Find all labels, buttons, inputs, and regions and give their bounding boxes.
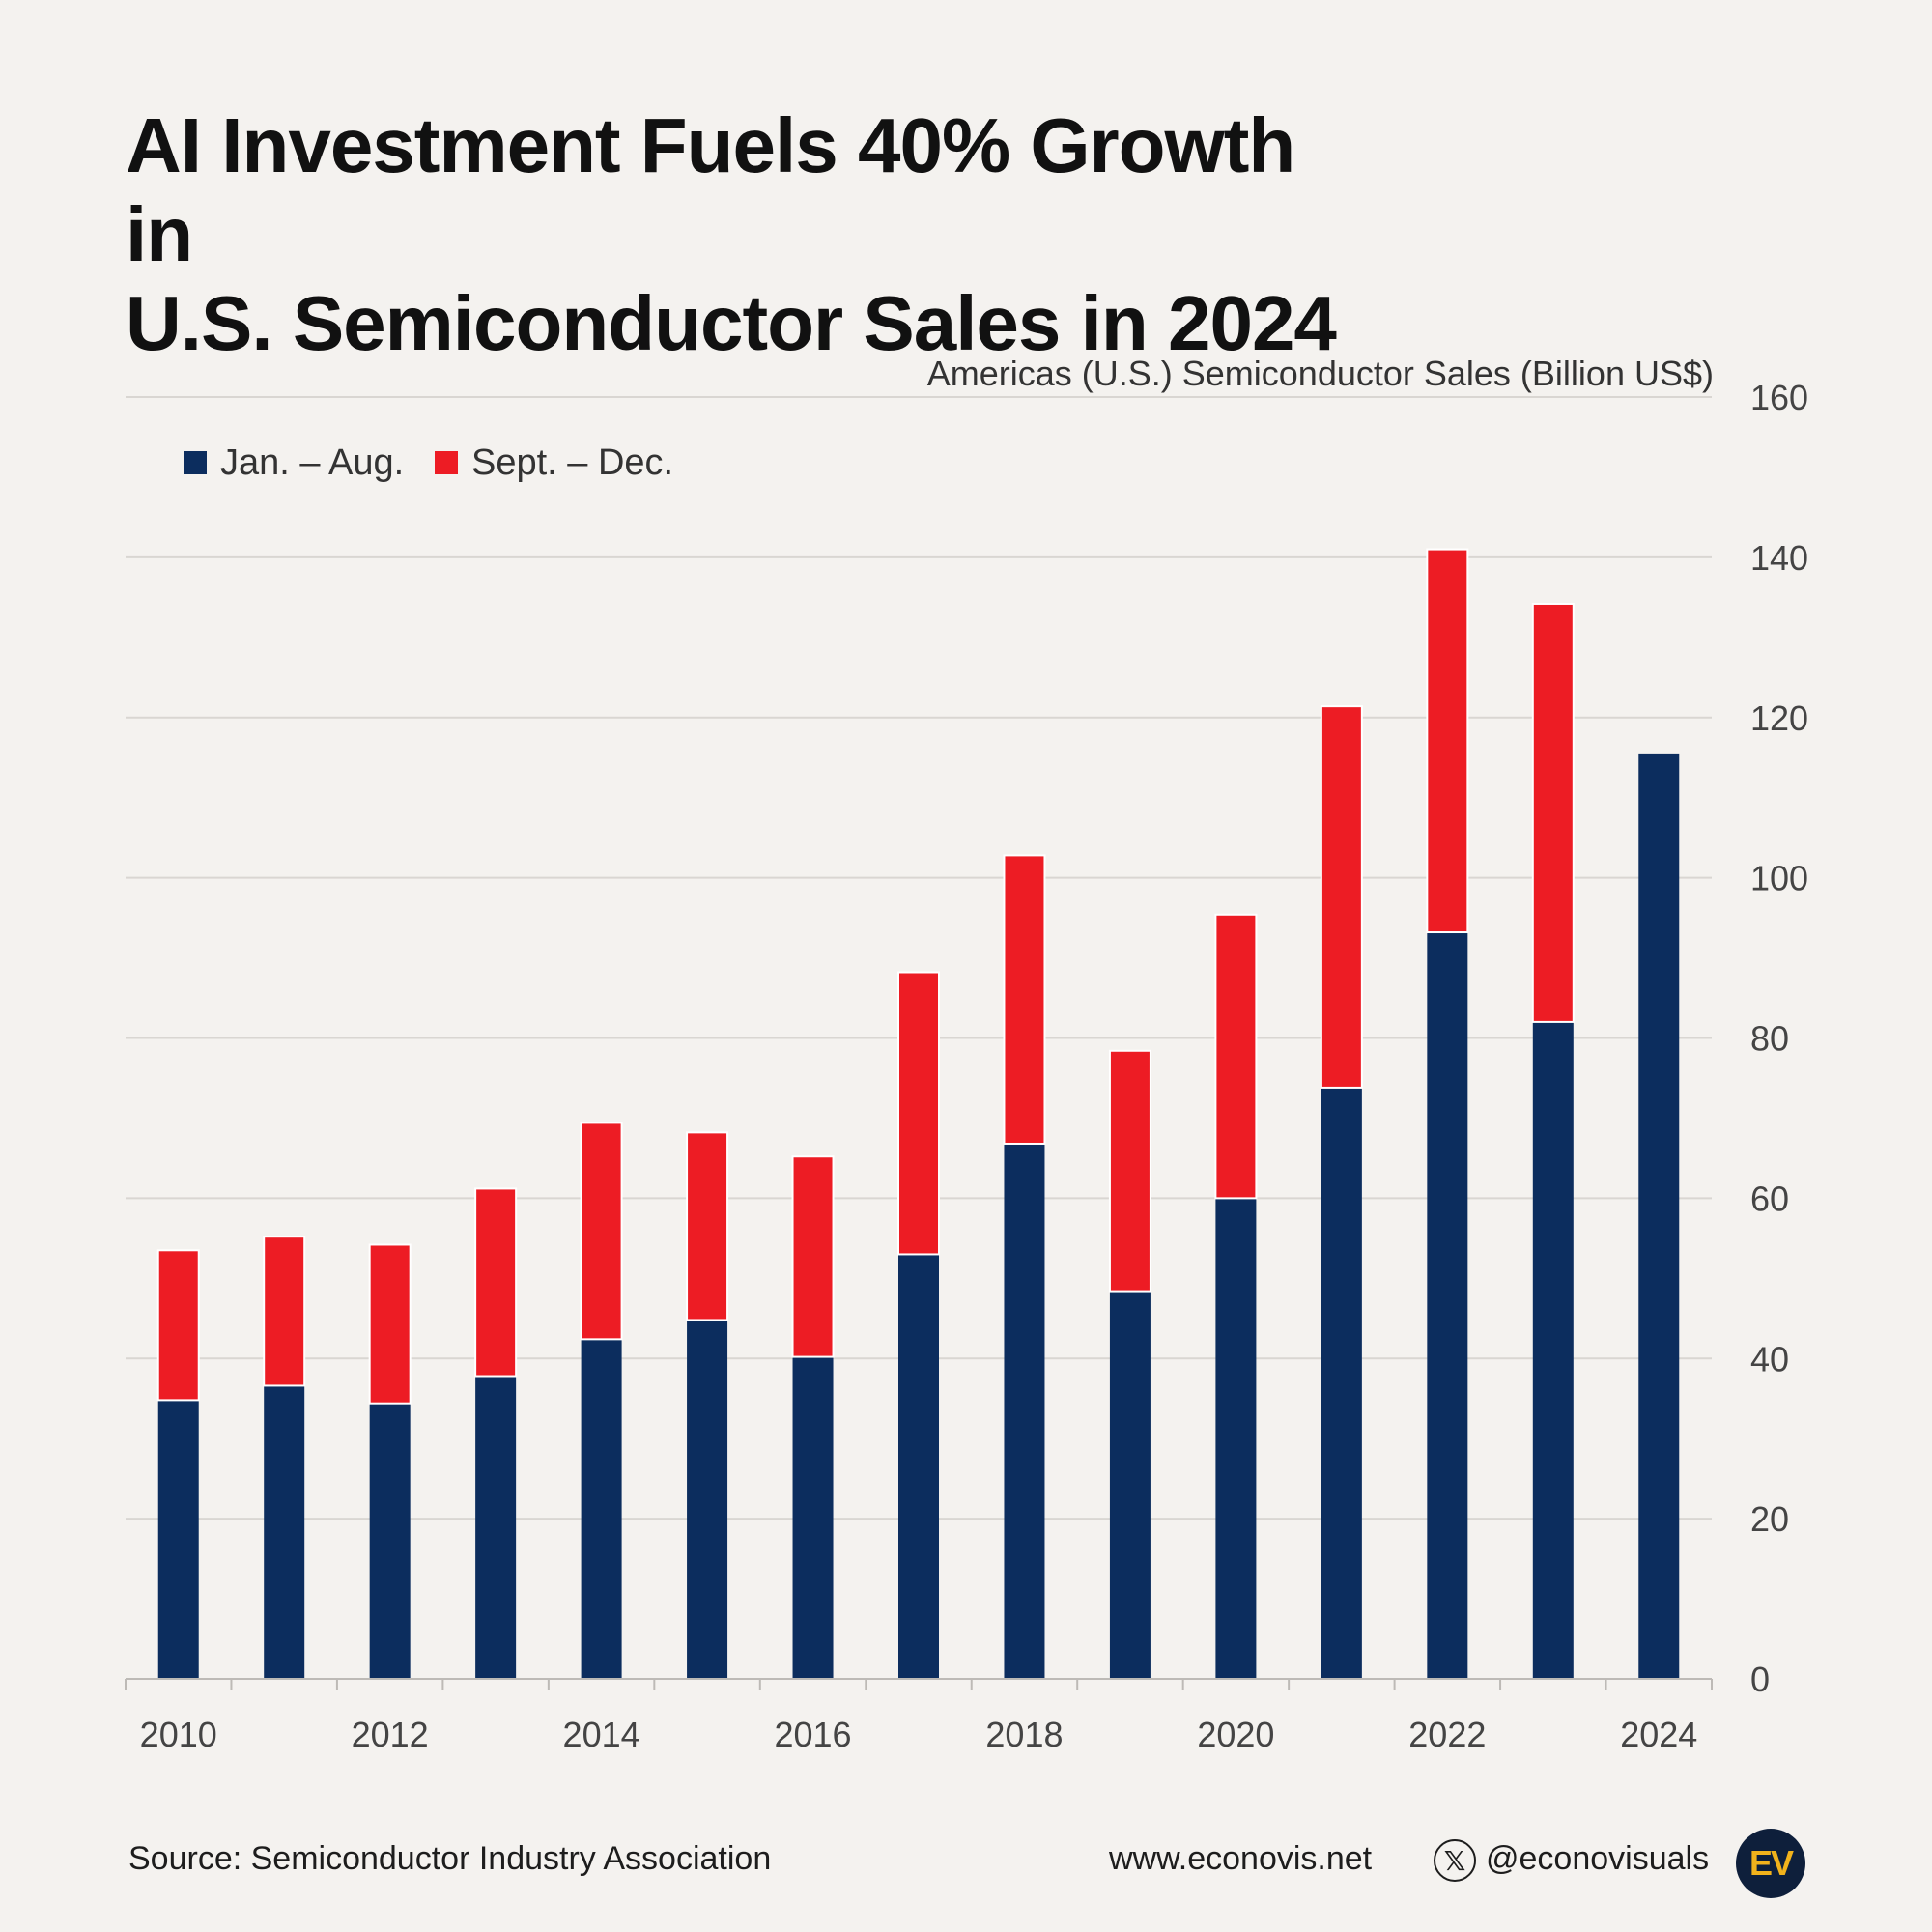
x-tick-label: 2012	[352, 1715, 429, 1754]
bar-jan-aug-2023	[1532, 1021, 1574, 1679]
bar-jan-aug-2022	[1427, 932, 1468, 1679]
website-link[interactable]: www.econovis.net	[1109, 1840, 1373, 1877]
bar-sept-dec-2012	[368, 1243, 412, 1405]
legend-label: Jan. – Aug.	[220, 442, 404, 483]
bar-sept-dec-2021	[1320, 705, 1363, 1089]
y-tick-label: 40	[1750, 1339, 1789, 1378]
social-handle[interactable]: @econovisuals	[1486, 1840, 1710, 1877]
title-line-2: U.S. Semiconductor Sales in 2024	[126, 280, 1337, 366]
x-social-icon[interactable]: 𝕏	[1434, 1839, 1476, 1882]
legend-swatch	[184, 451, 207, 474]
y-tick-label: 20	[1750, 1499, 1789, 1539]
bar-sept-dec-2019	[1108, 1049, 1151, 1293]
bar-jan-aug-2024	[1638, 753, 1680, 1679]
legend-label: Sept. – Dec.	[471, 442, 673, 483]
x-tick-label: 2018	[985, 1715, 1063, 1754]
legend: Jan. – Aug. Sept. – Dec.	[184, 442, 673, 483]
x-tick-label: 2020	[1197, 1715, 1274, 1754]
bar-jan-aug-2016	[792, 1356, 834, 1679]
bar-sept-dec-2015	[686, 1131, 729, 1321]
bar-sept-dec-2022	[1426, 548, 1469, 934]
bar-jan-aug-2013	[475, 1376, 517, 1679]
bar-jan-aug-2014	[581, 1339, 622, 1679]
y-tick-label: 160	[1750, 378, 1808, 417]
source-note: Source: Semiconductor Industry Associati…	[128, 1840, 772, 1877]
bar-sept-dec-2020	[1214, 913, 1258, 1200]
y-tick-label: 140	[1750, 538, 1808, 578]
bar-jan-aug-2017	[898, 1254, 939, 1679]
y-tick-label: 80	[1750, 1019, 1789, 1059]
bar-jan-aug-2018	[1004, 1143, 1045, 1679]
y-tick-label: 100	[1750, 859, 1808, 898]
bar-sept-dec-2013	[474, 1187, 518, 1378]
x-tick-label: 2014	[563, 1715, 640, 1754]
bars	[156, 548, 1680, 1679]
x-tick-label: 2022	[1408, 1715, 1486, 1754]
bar-jan-aug-2012	[369, 1403, 411, 1679]
y-axis-title: Americas (U.S.) Semiconductor Sales (Bil…	[927, 354, 1714, 393]
legend-swatch	[435, 451, 458, 474]
chart-title: AI Investment Fuels 40% Growth in U.S. S…	[126, 101, 1381, 368]
bar-sept-dec-2011	[263, 1236, 306, 1387]
x-tick-label: 2024	[1620, 1715, 1697, 1754]
bar-sept-dec-2010	[156, 1249, 200, 1402]
bar-sept-dec-2016	[791, 1155, 835, 1358]
stacked-bar-chart: 0 20 40 60 80 100 120 140 160 2010 2012 2014 2016 201…	[125, 354, 1808, 1754]
x-tick-label: 2016	[774, 1715, 851, 1754]
axes: 0 20 40 60 80 100 120 140 160 2010 2012 2014 2016 201…	[125, 378, 1808, 1754]
bar-jan-aug-2015	[687, 1320, 728, 1679]
bar-sept-dec-2023	[1531, 602, 1575, 1023]
bar-sept-dec-2014	[580, 1122, 623, 1341]
bar-sept-dec-2017	[897, 971, 940, 1256]
econovis-logo: EV	[1736, 1829, 1805, 1898]
y-tick-label: 0	[1750, 1660, 1770, 1699]
bar-jan-aug-2019	[1109, 1291, 1151, 1679]
x-tick-label: 2010	[140, 1715, 217, 1754]
y-tick-label: 120	[1750, 698, 1808, 738]
bar-jan-aug-2021	[1321, 1087, 1362, 1679]
title-line-1: AI Investment Fuels 40% Growth in	[126, 102, 1295, 277]
bar-sept-dec-2018	[1003, 854, 1046, 1145]
bar-jan-aug-2020	[1215, 1198, 1257, 1679]
bar-jan-aug-2010	[157, 1400, 199, 1679]
bar-jan-aug-2011	[264, 1385, 305, 1679]
y-tick-label: 60	[1750, 1179, 1789, 1218]
